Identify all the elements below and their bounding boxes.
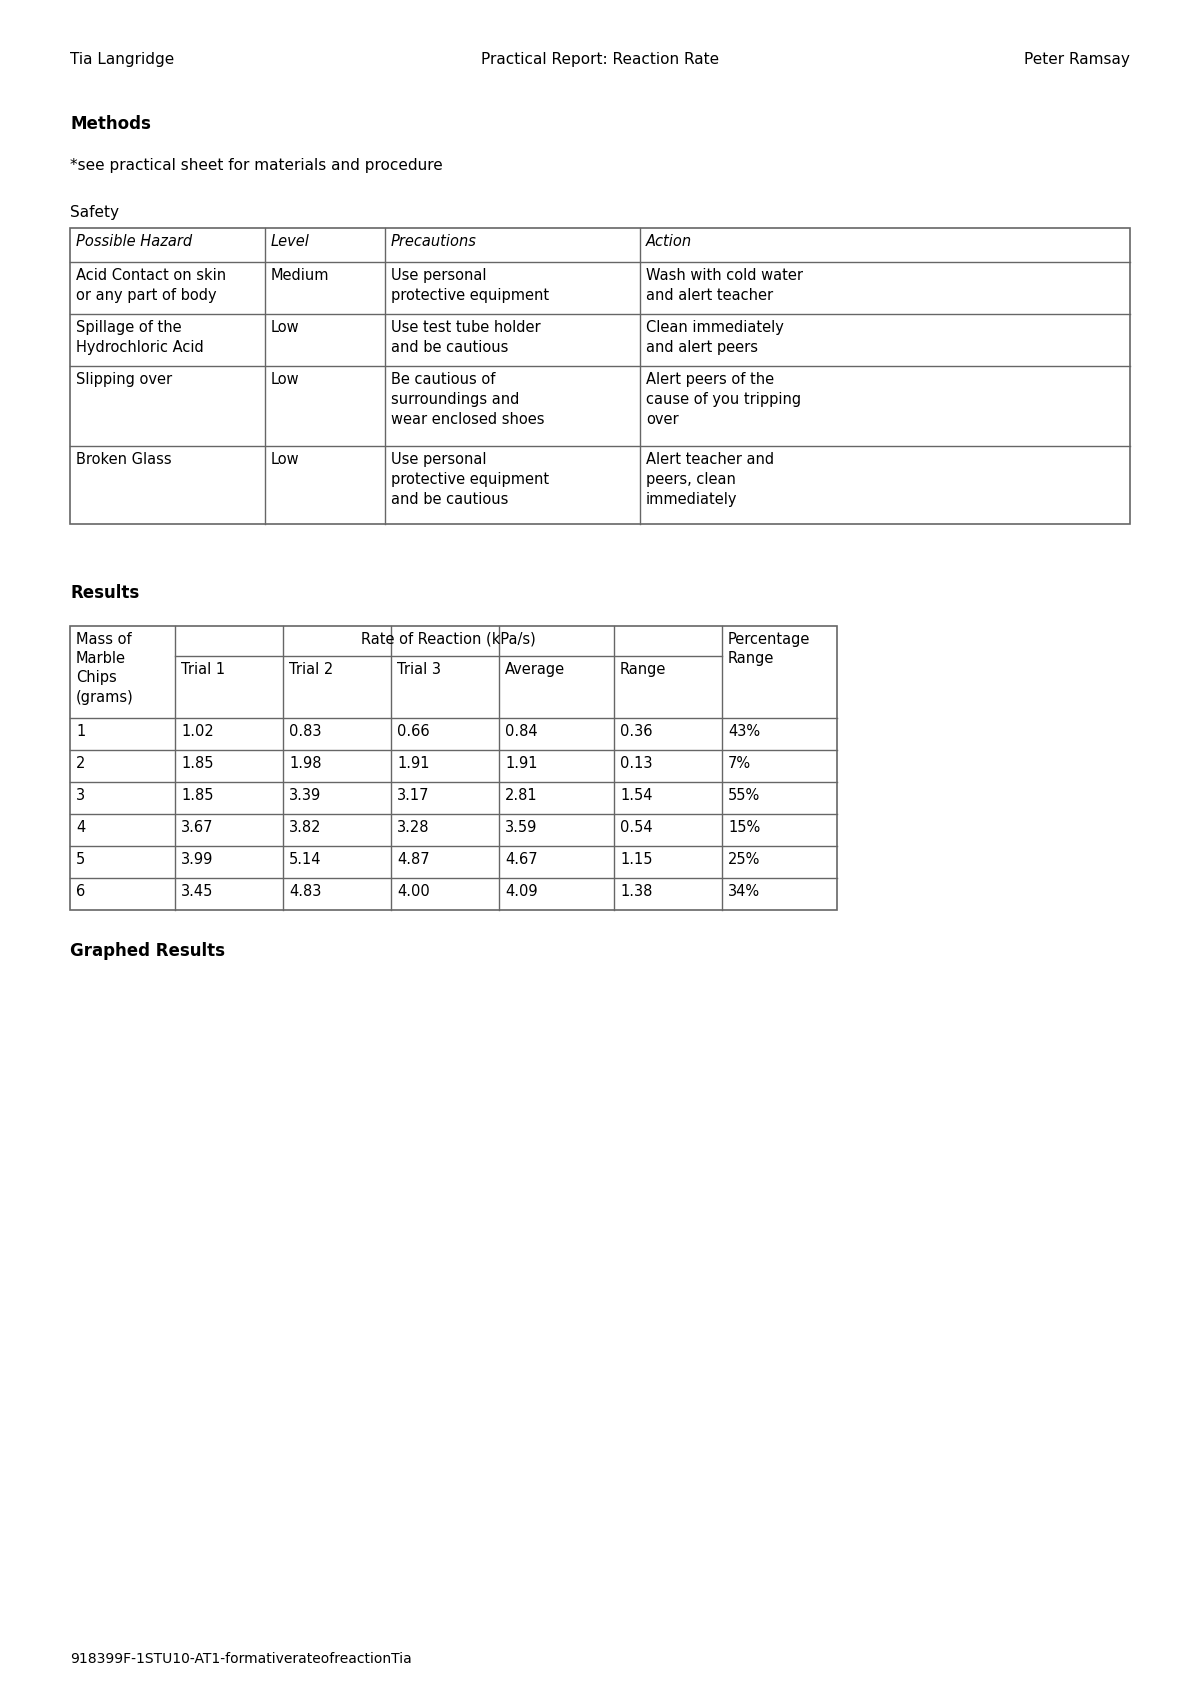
Text: Alert peers of the
cause of you tripping
over: Alert peers of the cause of you tripping… [646, 372, 802, 426]
Text: Slipping over: Slipping over [76, 372, 172, 387]
Text: Mass of
Marble
Chips
(grams): Mass of Marble Chips (grams) [76, 631, 133, 704]
Text: Safety: Safety [70, 205, 119, 221]
Text: 1.54: 1.54 [620, 787, 653, 803]
Text: 5: 5 [76, 852, 85, 867]
Text: Possible Hazard: Possible Hazard [76, 234, 192, 249]
Text: 1.98: 1.98 [289, 755, 322, 770]
Text: Spillage of the
Hydrochloric Acid: Spillage of the Hydrochloric Acid [76, 321, 204, 355]
Text: 1.85: 1.85 [181, 755, 214, 770]
Text: Low: Low [271, 451, 300, 467]
Text: Range: Range [620, 662, 666, 677]
Text: 3.82: 3.82 [289, 820, 322, 835]
Bar [70, 626, 838, 910]
Text: Precautions: Precautions [391, 234, 476, 249]
Bar [70, 227, 1130, 524]
Text: Use personal
protective equipment
and be cautious: Use personal protective equipment and be… [391, 451, 550, 507]
Text: 4.87: 4.87 [397, 852, 430, 867]
Text: 0.84: 0.84 [505, 725, 538, 738]
Text: 1.85: 1.85 [181, 787, 214, 803]
Text: 0.36: 0.36 [620, 725, 653, 738]
Text: 3.99: 3.99 [181, 852, 214, 867]
Text: Results: Results [70, 584, 139, 602]
Text: Action: Action [646, 234, 692, 249]
Text: 2: 2 [76, 755, 85, 770]
Text: 0.66: 0.66 [397, 725, 430, 738]
Text: Use test tube holder
and be cautious: Use test tube holder and be cautious [391, 321, 541, 355]
Text: 3: 3 [76, 787, 85, 803]
Text: 4: 4 [76, 820, 85, 835]
Text: Percentage
Range: Percentage Range [728, 631, 810, 667]
Text: 1.02: 1.02 [181, 725, 214, 738]
Text: Clean immediately
and alert peers: Clean immediately and alert peers [646, 321, 784, 355]
Text: Methods: Methods [70, 115, 151, 132]
Text: 1.91: 1.91 [397, 755, 430, 770]
Text: 3.45: 3.45 [181, 884, 214, 899]
Text: 4.00: 4.00 [397, 884, 430, 899]
Text: Practical Report: Reaction Rate: Practical Report: Reaction Rate [481, 53, 719, 66]
Text: 5.14: 5.14 [289, 852, 322, 867]
Text: Average: Average [505, 662, 565, 677]
Text: Alert teacher and
peers, clean
immediately: Alert teacher and peers, clean immediate… [646, 451, 774, 507]
Text: 918399F-1STU10-AT1-formativerateofreactionTia: 918399F-1STU10-AT1-formativerateofreacti… [70, 1651, 412, 1666]
Text: 1.91: 1.91 [505, 755, 538, 770]
Text: Broken Glass: Broken Glass [76, 451, 172, 467]
Text: 3.39: 3.39 [289, 787, 322, 803]
Text: 3.17: 3.17 [397, 787, 430, 803]
Text: Acid Contact on skin
or any part of body: Acid Contact on skin or any part of body [76, 268, 226, 302]
Text: Use personal
protective equipment: Use personal protective equipment [391, 268, 550, 302]
Text: 0.54: 0.54 [620, 820, 653, 835]
Text: 0.83: 0.83 [289, 725, 322, 738]
Text: 43%: 43% [728, 725, 760, 738]
Text: Low: Low [271, 372, 300, 387]
Text: 7%: 7% [728, 755, 751, 770]
Text: Medium: Medium [271, 268, 330, 283]
Text: Trial 1: Trial 1 [181, 662, 226, 677]
Text: Peter Ramsay: Peter Ramsay [1024, 53, 1130, 66]
Text: Graphed Results: Graphed Results [70, 942, 226, 961]
Text: Be cautious of
surroundings and
wear enclosed shoes: Be cautious of surroundings and wear enc… [391, 372, 545, 426]
Text: 4.83: 4.83 [289, 884, 322, 899]
Text: Low: Low [271, 321, 300, 334]
Text: 4.67: 4.67 [505, 852, 538, 867]
Text: 55%: 55% [728, 787, 761, 803]
Text: Wash with cold water
and alert teacher: Wash with cold water and alert teacher [646, 268, 803, 302]
Text: 1.15: 1.15 [620, 852, 653, 867]
Text: 15%: 15% [728, 820, 761, 835]
Text: Tia Langridge: Tia Langridge [70, 53, 174, 66]
Text: Rate of Reaction (kPa/s): Rate of Reaction (kPa/s) [361, 631, 536, 647]
Text: 34%: 34% [728, 884, 760, 899]
Text: 0.13: 0.13 [620, 755, 653, 770]
Text: 2.81: 2.81 [505, 787, 538, 803]
Text: 3.67: 3.67 [181, 820, 214, 835]
Text: 1: 1 [76, 725, 85, 738]
Text: 6: 6 [76, 884, 85, 899]
Text: Level: Level [271, 234, 310, 249]
Text: 1.38: 1.38 [620, 884, 653, 899]
Text: 25%: 25% [728, 852, 761, 867]
Text: 4.09: 4.09 [505, 884, 538, 899]
Text: *see practical sheet for materials and procedure: *see practical sheet for materials and p… [70, 158, 443, 173]
Text: 3.28: 3.28 [397, 820, 430, 835]
Text: 3.59: 3.59 [505, 820, 538, 835]
Text: Trial 3: Trial 3 [397, 662, 442, 677]
Text: Trial 2: Trial 2 [289, 662, 334, 677]
